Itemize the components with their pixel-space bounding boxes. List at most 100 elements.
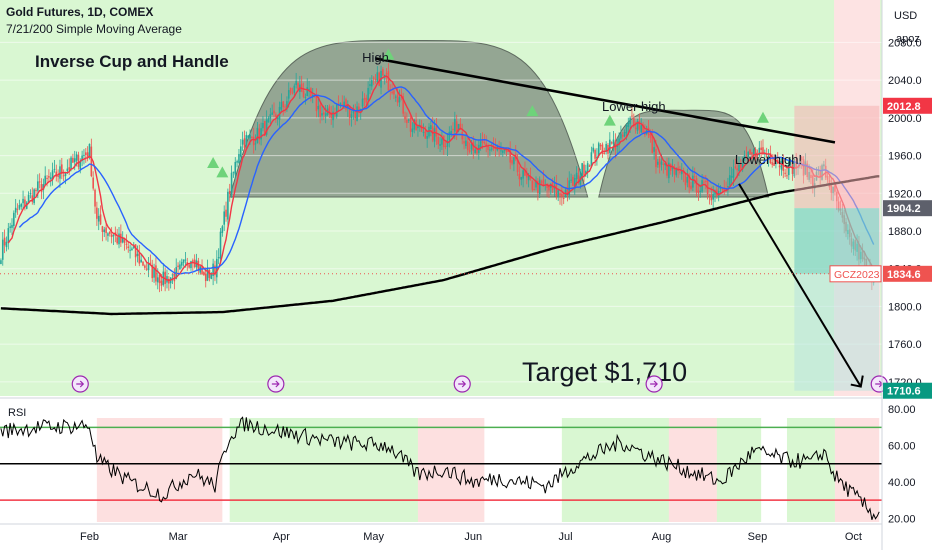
- candle-body: [629, 117, 631, 124]
- candle-body: [492, 146, 495, 150]
- candle-body: [335, 104, 338, 117]
- candle-body: [636, 121, 639, 131]
- candle-body: [516, 159, 519, 173]
- candle-body: [653, 147, 655, 152]
- rsi-tick-label: 60.00: [888, 441, 916, 453]
- candle-body: [518, 173, 521, 180]
- currency-label: USD: [894, 10, 917, 22]
- candle-body: [546, 183, 548, 188]
- candle-body: [703, 181, 705, 183]
- candle-body: [455, 121, 458, 133]
- candle-body: [583, 164, 585, 176]
- candle-body: [407, 119, 410, 121]
- candle-body: [86, 152, 89, 158]
- candle-body: [249, 134, 251, 139]
- candle-body: [110, 234, 113, 237]
- candle-body: [714, 190, 716, 195]
- indicator-title[interactable]: 7/21/200 Simple Moving Average: [6, 22, 182, 36]
- candle-body: [557, 190, 559, 198]
- candle-body: [728, 175, 731, 186]
- candle-body: [66, 168, 69, 172]
- candle-body: [671, 166, 674, 170]
- candle-body: [138, 252, 141, 264]
- candle-body: [444, 146, 447, 148]
- candle-body: [402, 96, 404, 114]
- candle-body: [57, 175, 59, 177]
- pattern-label: Inverse Cup and Handle: [35, 52, 229, 71]
- current-price-badge-bg: [883, 265, 932, 282]
- candle-body: [72, 157, 74, 163]
- candle-body: [210, 273, 213, 279]
- candle-body: [736, 168, 738, 171]
- candle-body: [531, 180, 534, 190]
- candle-body: [485, 143, 488, 146]
- candle-body: [121, 237, 124, 243]
- candle-body: [16, 208, 19, 210]
- candle-body: [481, 139, 484, 143]
- candle-body: [424, 130, 427, 139]
- candle-body: [394, 96, 397, 98]
- candle-body: [53, 168, 56, 170]
- target-arrow-line: [738, 183, 862, 388]
- candle-body: [669, 163, 672, 171]
- candle-body: [513, 157, 515, 165]
- candle-body: [476, 147, 478, 154]
- candle-body: [503, 149, 506, 151]
- candle-body: [597, 143, 600, 156]
- rsi-green-region: [561, 418, 762, 522]
- candle-body: [430, 125, 432, 130]
- candle-body: [631, 115, 633, 117]
- lower-high-label: Lower high: [602, 99, 666, 114]
- candle-body: [623, 132, 626, 137]
- candle-body: [232, 171, 235, 173]
- candle-body: [426, 136, 428, 139]
- candle-body: [535, 180, 537, 188]
- candle-body: [385, 73, 388, 75]
- candle-body: [173, 273, 176, 282]
- candle-body: [101, 226, 104, 232]
- candle-body: [442, 135, 445, 148]
- candle-body: [365, 97, 368, 103]
- candle-body: [127, 246, 130, 249]
- candle-body: [406, 120, 408, 123]
- candle-body: [324, 113, 327, 117]
- candle-body: [319, 104, 321, 117]
- candle-body: [692, 175, 694, 188]
- candle-body: [422, 132, 425, 134]
- candle-body: [293, 85, 296, 93]
- candle-body: [378, 72, 380, 86]
- current-price-badge: 1834.6: [887, 269, 921, 281]
- candle-body: [241, 139, 244, 145]
- candle-body: [511, 160, 513, 164]
- candle-body: [695, 178, 698, 193]
- candle-body: [470, 144, 473, 150]
- candle-body: [537, 180, 539, 193]
- candle-body: [230, 172, 233, 195]
- candle-body: [132, 246, 135, 248]
- candle-body: [745, 155, 748, 157]
- candle-body: [520, 177, 523, 180]
- candle-body: [5, 241, 8, 248]
- candle-body: [354, 112, 356, 119]
- candle-body: [527, 176, 530, 181]
- candle-body: [417, 126, 419, 129]
- candle-body: [184, 259, 187, 261]
- candle-body: [190, 261, 192, 269]
- candle-body: [83, 154, 85, 156]
- candle-body: [20, 203, 23, 207]
- candle-body: [686, 177, 689, 183]
- candle-body: [387, 71, 390, 91]
- symbol-title[interactable]: Gold Futures, 1D, COMEX: [6, 5, 154, 19]
- candle-body: [276, 117, 279, 120]
- candle-body: [627, 122, 630, 127]
- candle-body: [343, 101, 345, 107]
- candle-body: [254, 143, 257, 145]
- candle-body: [609, 139, 611, 153]
- candle-body: [323, 112, 325, 115]
- candle-body: [273, 110, 275, 114]
- candle-body: [308, 88, 310, 90]
- signal-up-triangle: [603, 114, 616, 126]
- candle-body: [677, 167, 679, 171]
- candle-body: [404, 116, 406, 120]
